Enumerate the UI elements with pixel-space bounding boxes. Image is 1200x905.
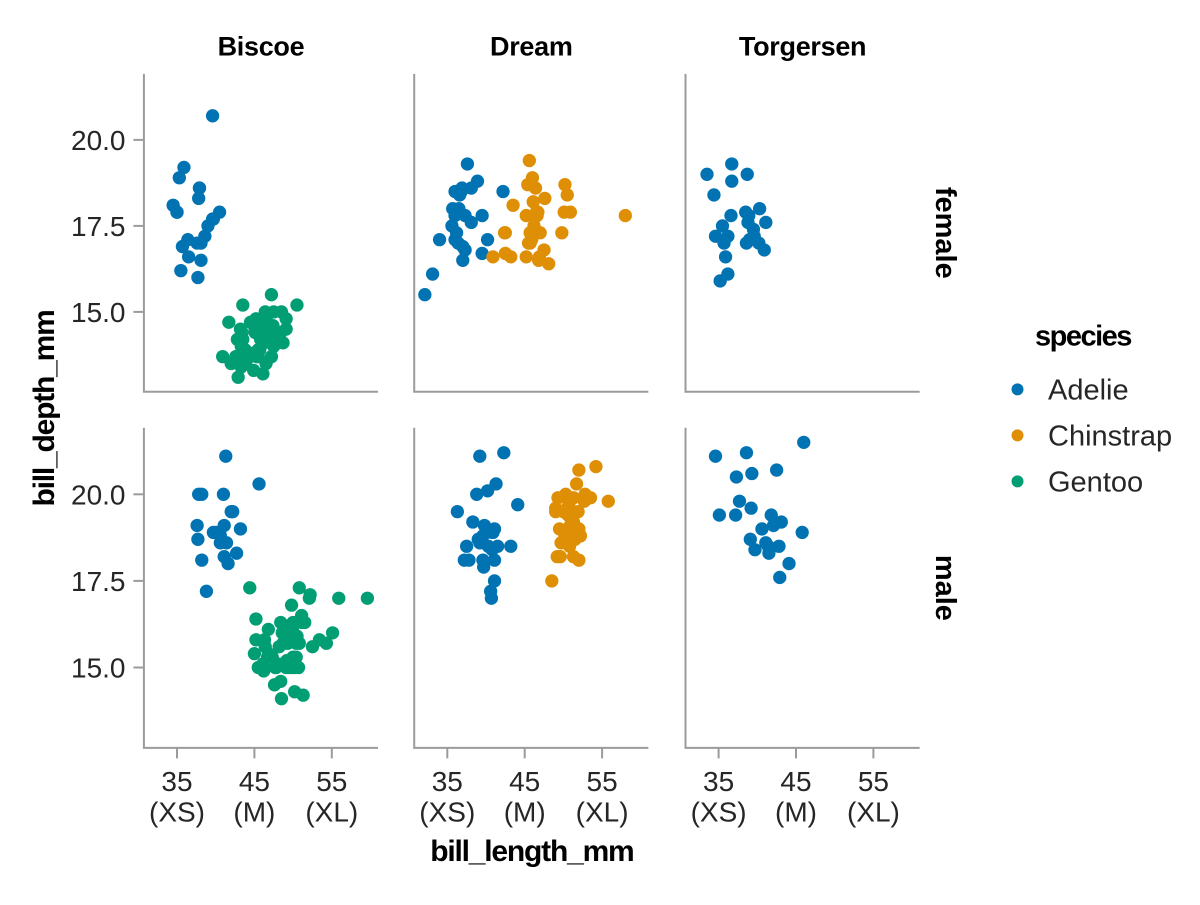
svg-text:Adelie: Adelie (1048, 374, 1129, 406)
svg-text:45: 45 (509, 766, 540, 797)
svg-text:35: 35 (161, 766, 192, 797)
svg-text:15.0: 15.0 (71, 297, 126, 328)
svg-text:bill_length_mm: bill_length_mm (430, 835, 633, 868)
svg-text:female: female (929, 187, 961, 279)
svg-text:55: 55 (316, 766, 347, 797)
svg-text:35: 35 (703, 766, 734, 797)
svg-text:species: species (1035, 321, 1131, 353)
svg-text:20.0: 20.0 (71, 125, 126, 156)
svg-text:(M): (M) (775, 797, 817, 828)
svg-text:17.5: 17.5 (71, 566, 126, 597)
svg-text:Biscoe: Biscoe (218, 32, 305, 62)
svg-text:45: 45 (239, 766, 270, 797)
svg-text:(XS): (XS) (149, 797, 205, 828)
svg-text:(XL): (XL) (305, 797, 358, 828)
svg-text:20.0: 20.0 (71, 479, 126, 510)
svg-text:male: male (929, 555, 961, 621)
svg-text:Dream: Dream (490, 32, 573, 62)
svg-text:17.5: 17.5 (71, 211, 126, 242)
svg-text:35: 35 (432, 766, 463, 797)
svg-text:45: 45 (780, 766, 811, 797)
svg-text:(XL): (XL) (847, 797, 900, 828)
svg-text:Chinstrap: Chinstrap (1048, 420, 1172, 452)
svg-text:Gentoo: Gentoo (1048, 466, 1143, 498)
svg-text:Torgersen: Torgersen (739, 32, 866, 62)
svg-text:55: 55 (587, 766, 618, 797)
svg-text:(XL): (XL) (576, 797, 629, 828)
svg-text:bill_depth_mm: bill_depth_mm (28, 310, 61, 506)
svg-text:(XS): (XS) (691, 797, 747, 828)
svg-text:15.0: 15.0 (71, 653, 126, 684)
svg-text:(M): (M) (504, 797, 546, 828)
svg-text:(XS): (XS) (419, 797, 475, 828)
svg-text:55: 55 (858, 766, 889, 797)
svg-text:(M): (M) (233, 797, 275, 828)
